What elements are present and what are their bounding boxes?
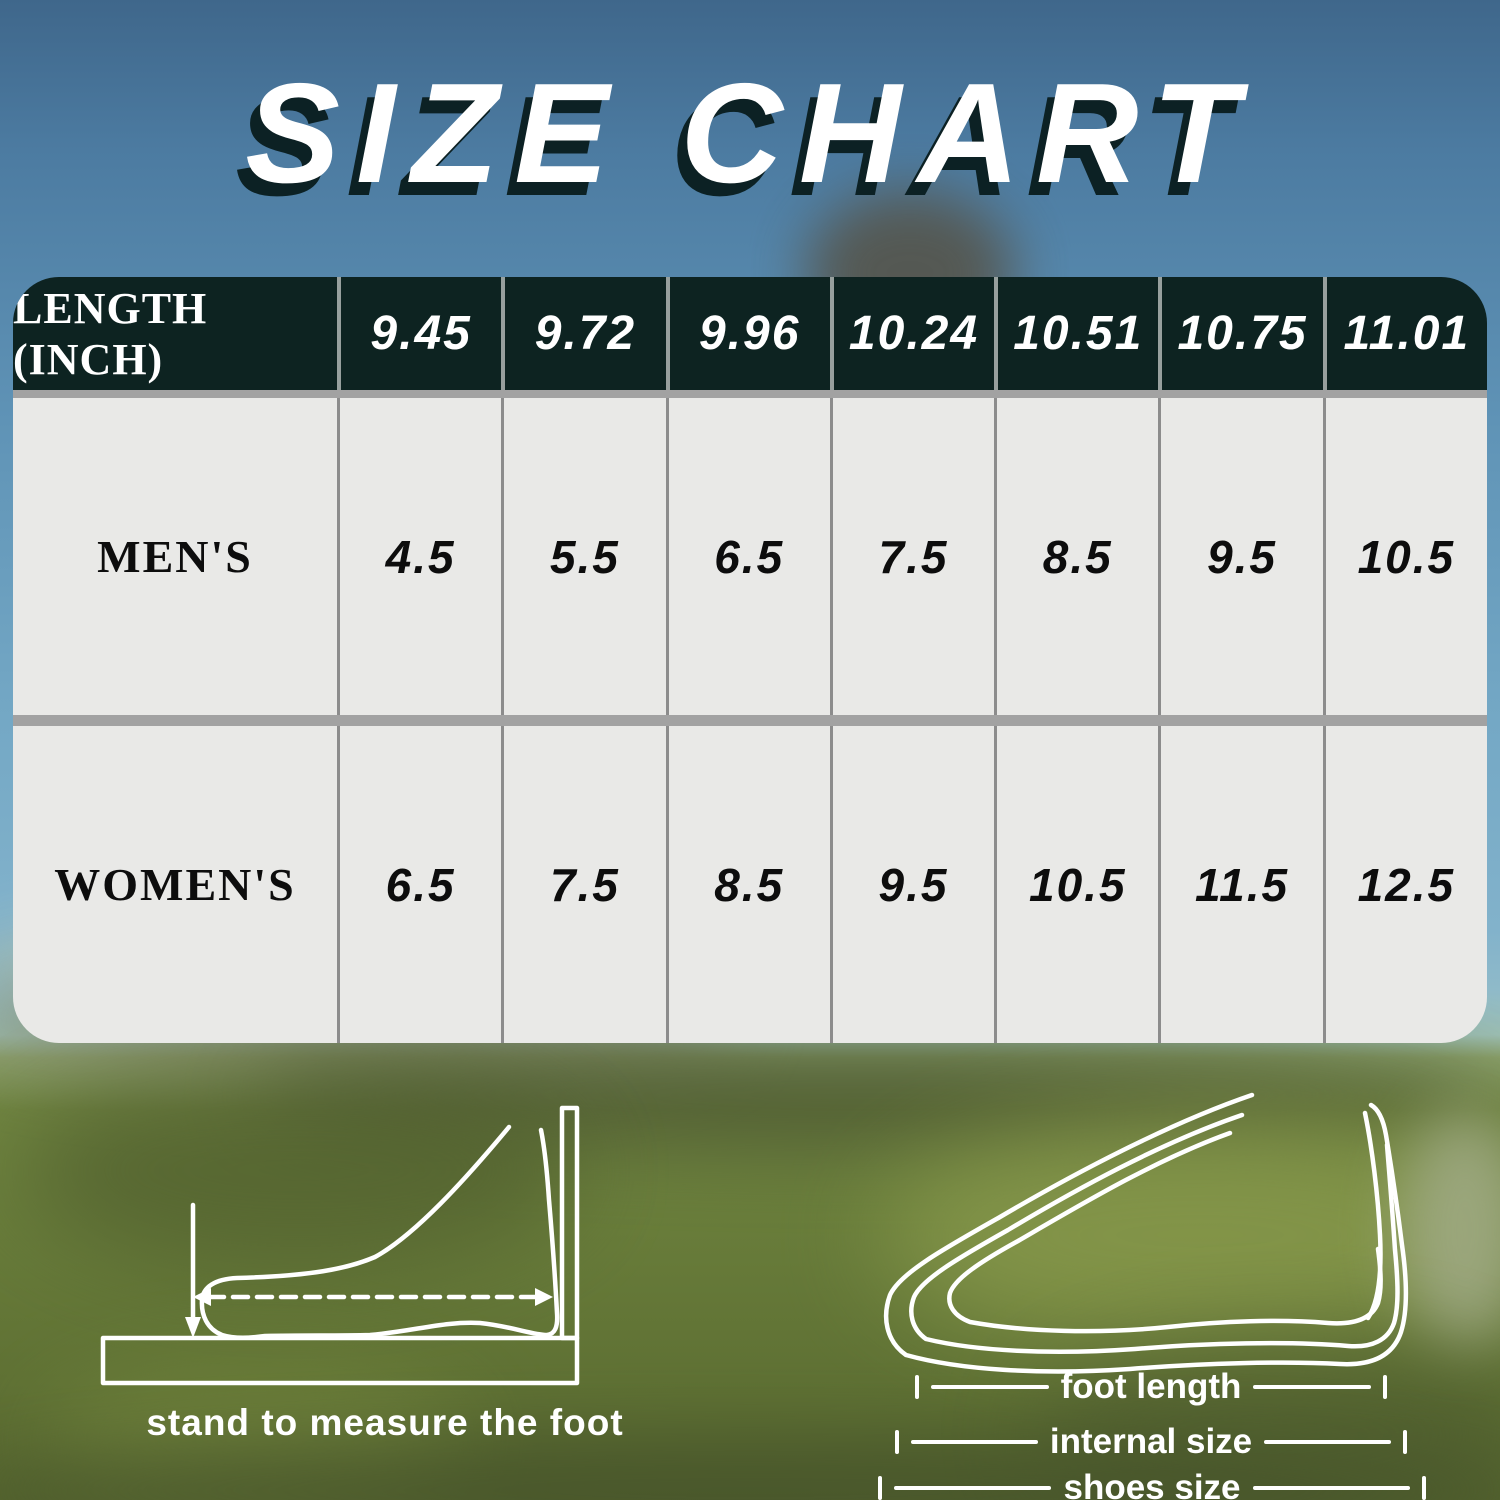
size-cell: 9.5 bbox=[1158, 398, 1322, 715]
size-cell: 8.5 bbox=[994, 398, 1158, 715]
measure-tick bbox=[915, 1375, 919, 1399]
right-arrowhead bbox=[535, 1288, 553, 1306]
size-cell: 12.5 bbox=[1322, 726, 1487, 1043]
header-length-value: 9.45 bbox=[337, 277, 501, 390]
header-length-value: 10.51 bbox=[994, 277, 1158, 390]
header-length-value: 10.75 bbox=[1158, 277, 1322, 390]
shoe-lining-outline bbox=[909, 1112, 1400, 1354]
header-length-value: 9.72 bbox=[501, 277, 665, 390]
measure-board bbox=[559, 1105, 580, 1341]
measure-line bbox=[911, 1440, 1038, 1444]
size-table: LENGTH (INCH) 9.45 9.72 9.96 10.24 10.51… bbox=[13, 277, 1487, 1043]
measure-row-foot-length: foot length bbox=[915, 1367, 1387, 1407]
measure-tick bbox=[1422, 1476, 1427, 1500]
measure-line bbox=[894, 1486, 1052, 1490]
measure-line bbox=[1264, 1440, 1392, 1444]
size-cell: 10.5 bbox=[1322, 398, 1487, 715]
size-cell: 10.5 bbox=[994, 726, 1158, 1043]
foot-measure-diagram bbox=[100, 1105, 580, 1386]
size-cell: 6.5 bbox=[665, 398, 830, 715]
size-cell: 11.5 bbox=[1158, 726, 1322, 1043]
measure-tick bbox=[1403, 1430, 1408, 1454]
measure-row-shoes-size: shoes size bbox=[878, 1468, 1427, 1500]
measure-row-internal-size: internal size bbox=[895, 1422, 1408, 1462]
size-cell: 9.5 bbox=[829, 726, 994, 1043]
table-row-womens: WOMEN'S 6.5 7.5 8.5 9.5 10.5 11.5 12.5 bbox=[13, 726, 1487, 1043]
row-label: WOMEN'S bbox=[54, 859, 296, 910]
shoe-outer-outline bbox=[883, 1092, 1409, 1374]
row-divider bbox=[13, 715, 1487, 726]
left-arrowhead bbox=[193, 1288, 211, 1306]
header-length-value: 11.01 bbox=[1322, 277, 1487, 390]
measure-label: internal size bbox=[1049, 1422, 1253, 1461]
measure-line bbox=[931, 1385, 1049, 1389]
page-title: SIZE CHART bbox=[245, 54, 1255, 213]
foot-outline bbox=[199, 1124, 560, 1340]
background-grass-dark-patch bbox=[20, 1070, 580, 1270]
measure-tick bbox=[1383, 1375, 1387, 1399]
size-cell: 7.5 bbox=[501, 726, 665, 1043]
size-cell: 7.5 bbox=[829, 398, 994, 715]
measure-tick bbox=[878, 1476, 882, 1500]
measure-label: foot length bbox=[1060, 1367, 1242, 1406]
measure-tick bbox=[895, 1430, 899, 1454]
shoe-size-diagram bbox=[883, 1092, 1409, 1374]
size-cell: 4.5 bbox=[337, 398, 501, 715]
table-row-mens: MEN'S 4.5 5.5 6.5 7.5 8.5 9.5 10.5 bbox=[13, 398, 1487, 715]
measure-line bbox=[1252, 1486, 1411, 1490]
background-grass-pale-edge bbox=[1400, 1110, 1500, 1350]
left-diagram-caption: stand to measure the foot bbox=[146, 1402, 624, 1443]
size-cell: 5.5 bbox=[501, 398, 665, 715]
size-cell: 6.5 bbox=[337, 726, 501, 1043]
header-divider bbox=[13, 390, 1487, 398]
row-label: MEN'S bbox=[97, 531, 253, 582]
down-arrowhead bbox=[185, 1317, 201, 1338]
size-cell: 8.5 bbox=[665, 726, 830, 1043]
measure-label: shoes size bbox=[1063, 1468, 1241, 1500]
header-length-label: LENGTH (INCH) bbox=[13, 283, 208, 384]
measure-base bbox=[100, 1335, 580, 1386]
header-length-value: 9.96 bbox=[665, 277, 830, 390]
foot-inside-outline bbox=[947, 1130, 1383, 1334]
heel-collar-line bbox=[1362, 1110, 1383, 1321]
measure-line bbox=[1253, 1385, 1371, 1389]
header-length-value: 10.24 bbox=[829, 277, 994, 390]
size-table-header-row: LENGTH (INCH) 9.45 9.72 9.96 10.24 10.51… bbox=[13, 277, 1487, 390]
